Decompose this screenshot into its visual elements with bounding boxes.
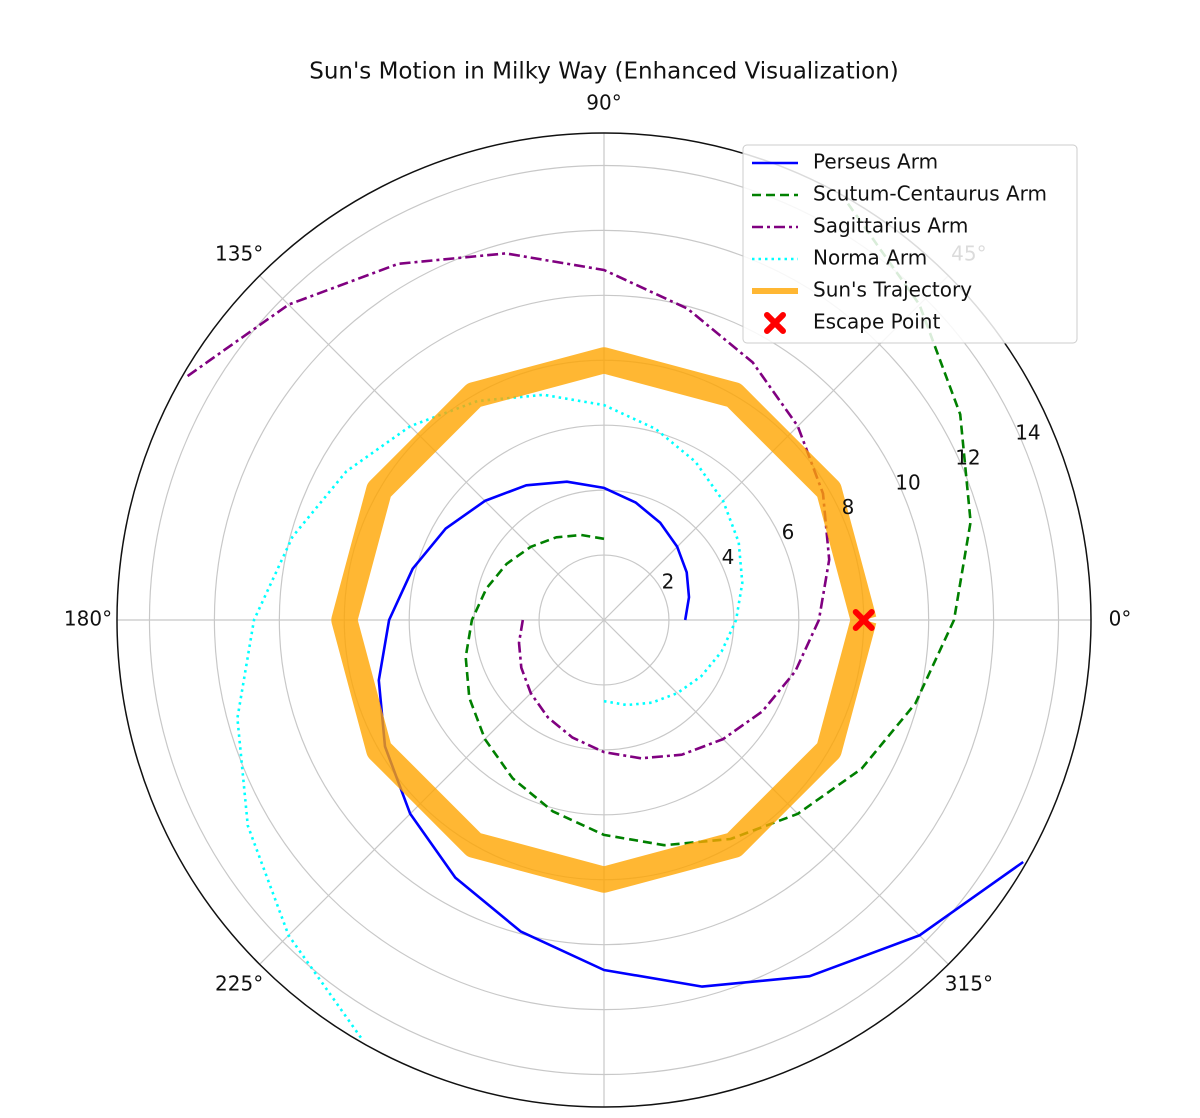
theta-tick-label: 135° [215,242,263,266]
legend-box [742,144,1078,344]
legend-marker [764,312,786,334]
series-line [464,200,972,847]
theta-tick-label: 225° [215,971,263,995]
polar-frame [116,132,1092,1108]
r-tick-label: 12 [955,445,980,469]
escape-marker [852,609,875,631]
chart-title: Sun's Motion in Milky Way (Enhanced Visu… [309,59,899,85]
r-tick-label: 8 [842,495,855,519]
theta-tick-label: 90° [586,91,621,115]
legend-label: Escape Point [813,310,940,334]
legend-label: Sun's Trajectory [813,278,972,302]
r-tick-label: 14 [1015,421,1040,445]
r-tick-label: 4 [722,545,735,569]
plot-area [184,200,1024,1040]
series-line [377,480,1024,988]
legend-label: Norma Arm [813,246,927,270]
r-tick-label: 10 [895,470,920,494]
series-line [331,347,877,893]
r-tick-label: 6 [782,520,795,544]
theta-tick-label: 0° [1109,607,1132,631]
series-line [184,252,831,760]
theta-tick-label: 180° [64,607,112,631]
legend-label: Sagittarius Arm [813,214,968,238]
series-line [236,393,744,1040]
r-tick-label: 2 [662,570,675,594]
legend-label: Perseus Arm [813,150,938,174]
legend-label: Scutum-Centaurus Arm [813,182,1047,206]
theta-tick-label: 315° [945,971,993,995]
